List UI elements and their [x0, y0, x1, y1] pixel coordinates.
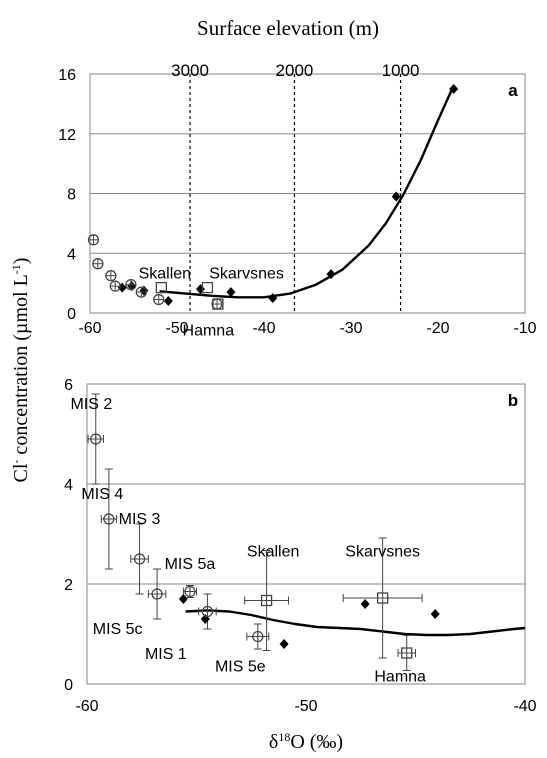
square-marker — [401, 647, 413, 659]
y-tick-label: 0 — [67, 306, 76, 323]
point-label: MIS 3 — [119, 511, 161, 528]
point-label: Skallen — [247, 544, 299, 561]
x-axis-title-delta: δ — [269, 731, 278, 753]
diamond-marker — [279, 639, 289, 649]
top-axis-title: Surface elevation (m) — [197, 16, 379, 40]
panel-label: b — [508, 391, 518, 410]
x-tick-label: -30 — [339, 320, 362, 337]
diamond-marker — [226, 287, 236, 298]
plot-frame — [86, 383, 526, 685]
y-axis-title: Cl- concentration (µmol L-1) — [9, 258, 32, 483]
x-tick-label: -40 — [513, 698, 536, 715]
elevation-tick-label: 2000 — [276, 61, 314, 80]
y-tick-label: 4 — [64, 477, 73, 494]
elevation-tick-label: 1000 — [382, 61, 420, 80]
diamond-marker — [360, 599, 370, 609]
fit-curve — [185, 609, 526, 637]
point-label: MIS 2 — [70, 396, 112, 413]
square-marker — [201, 281, 214, 294]
square-marker — [260, 594, 273, 607]
point-label: MIS 1 — [145, 646, 187, 663]
y-tick-label: 16 — [58, 67, 76, 84]
square-marker — [376, 592, 389, 604]
y-tick-label: 6 — [64, 377, 73, 394]
y-axis-title-ion: Cl — [10, 463, 32, 482]
x-tick-label: -50 — [294, 698, 317, 715]
x-tick-label: -40 — [252, 320, 275, 337]
point-label: Hamna — [183, 322, 235, 339]
y-tick-label: 12 — [58, 127, 76, 144]
point-label: Skarvsnes — [209, 266, 284, 283]
y-axis-title-main: concentration (µmol L — [10, 274, 32, 459]
point-label: MIS 5e — [215, 659, 266, 676]
panel-a: 0 4 8 12 16 -60 -50 -40 -30 -20 -10 3000 2000 1000 Ska… — [58, 61, 536, 339]
x-tick-label: -50 — [165, 320, 188, 337]
diamond-marker — [178, 594, 188, 604]
square-marker — [155, 281, 167, 294]
x-tick-label: -20 — [426, 320, 449, 337]
diamond-marker — [449, 83, 459, 94]
y-axis-title-ion-charge: - — [9, 460, 23, 464]
point-label: MIS 4 — [81, 486, 123, 503]
x-axis-title-main: O (‰) — [290, 731, 343, 753]
x-tick-label: -10 — [513, 320, 536, 337]
y-tick-label: 0 — [64, 677, 73, 694]
y-tick-label: 8 — [67, 187, 76, 204]
x-axis-title: δ18O (‰) — [269, 730, 343, 753]
point-label: Skarvsnes — [345, 544, 420, 561]
square-marker — [212, 298, 224, 310]
panel-label: a — [508, 81, 518, 100]
x-axis-title-isotope: 18 — [278, 730, 290, 744]
y-axis-title-end: ) — [10, 258, 32, 265]
x-tick-label: -60 — [75, 698, 98, 715]
y-tick-label: 4 — [67, 246, 76, 263]
diamond-marker — [326, 269, 336, 280]
point-label: MIS 5c — [93, 621, 143, 638]
panel-b: 0 2 4 6 -60 -50 -40 MIS 2 MIS 4 MIS 3 MIS 5c MIS 5a… — [64, 377, 537, 715]
y-tick-label: 2 — [64, 577, 73, 594]
diamond-marker — [268, 293, 278, 304]
x-tick-label: -60 — [78, 320, 101, 337]
point-label: Hamna — [374, 669, 426, 686]
point-label: Skallen — [139, 266, 191, 283]
point-label: MIS 5a — [165, 556, 216, 573]
diamond-marker — [163, 296, 173, 307]
diamond-marker — [391, 191, 401, 202]
diamond-marker — [430, 609, 440, 619]
elevation-tick-label: 3000 — [171, 61, 209, 80]
y-axis-title-exponent: -1 — [9, 264, 23, 274]
